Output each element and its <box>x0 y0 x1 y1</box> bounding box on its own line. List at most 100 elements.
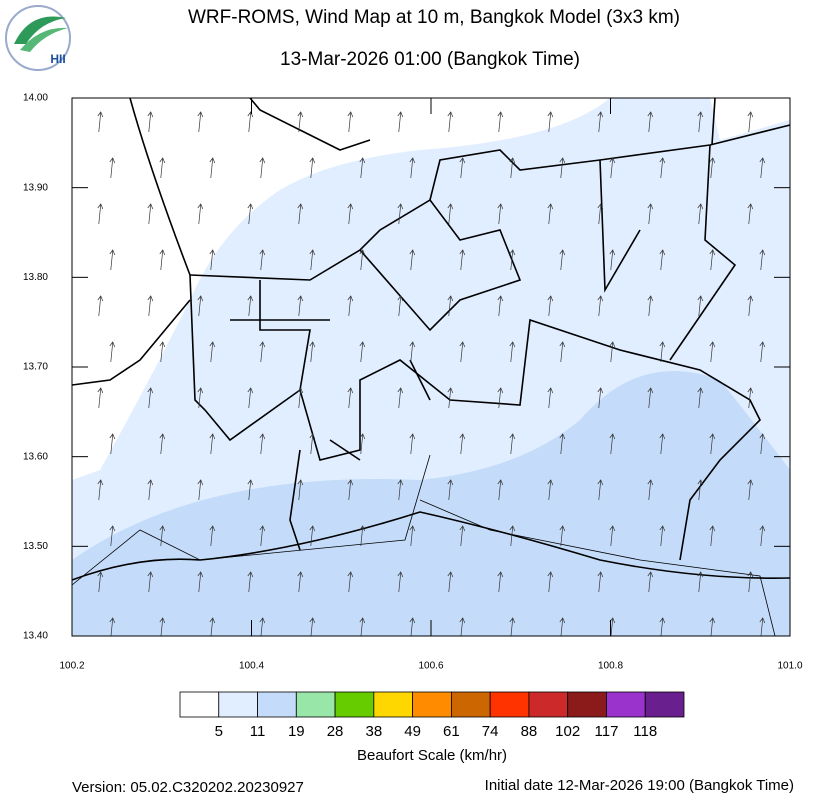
logo-text: HII <box>50 52 65 66</box>
wind-arrow <box>359 433 366 455</box>
y-tick-label: 13.80 <box>23 272 48 283</box>
wind-arrow <box>647 479 654 501</box>
wind-arrow <box>459 525 466 547</box>
y-tick-label: 14.00 <box>23 93 48 104</box>
wind-arrow <box>197 479 204 501</box>
wind-arrow <box>697 111 704 133</box>
calm-zone <box>72 98 610 480</box>
wind-arrow <box>359 341 366 363</box>
wind-arrow <box>559 341 566 363</box>
colorbar-box <box>644 691 685 718</box>
wind-arrow <box>597 111 604 133</box>
wind-arrow <box>359 249 366 271</box>
colorbar-box <box>179 691 220 718</box>
wind-arrow <box>447 479 454 501</box>
wind-arrow <box>609 341 616 363</box>
wind-arrow <box>459 249 466 271</box>
wind-arrow <box>147 571 154 593</box>
subtitle: 13-Mar-2026 01:00 (Bangkok Time) <box>280 49 580 70</box>
wind-arrow <box>509 433 516 455</box>
wind-arrow <box>759 617 766 636</box>
wind-arrow <box>147 203 154 225</box>
coastline <box>72 454 776 636</box>
boundaries <box>72 98 790 581</box>
wind-arrow <box>409 341 416 363</box>
wind-arrow <box>209 249 216 271</box>
wind-arrow <box>247 203 254 225</box>
wind-arrow <box>597 571 604 593</box>
colorbar-label: 74 <box>482 723 499 740</box>
wind-arrow <box>97 111 104 133</box>
wind-arrow <box>509 525 516 547</box>
wind-arrow <box>659 249 666 271</box>
wind-arrow <box>459 341 466 363</box>
wind-arrow <box>97 387 104 409</box>
wind-arrow <box>497 571 504 593</box>
y-tick-label: 13.50 <box>23 541 48 552</box>
wind-arrow <box>297 571 304 593</box>
wind-arrow <box>209 525 216 547</box>
wind-arrow <box>347 479 354 501</box>
wind-arrow <box>347 571 354 593</box>
wind-arrow <box>559 617 566 636</box>
wind-arrow <box>647 295 654 317</box>
x-tick-label: 101.0 <box>777 661 802 672</box>
wind-arrow <box>609 433 616 455</box>
wind-arrow <box>209 433 216 455</box>
wind-arrow <box>197 295 204 317</box>
wind-arrow <box>409 617 416 636</box>
x-tick-label: 100.4 <box>239 661 264 672</box>
wind-arrow <box>409 433 416 455</box>
colorbar-box <box>567 691 607 718</box>
wind-arrow <box>659 341 666 363</box>
colorbar-box <box>257 691 297 718</box>
wind-arrow <box>647 571 654 593</box>
wind-arrow <box>259 617 266 636</box>
colorbar-box <box>412 691 452 718</box>
wind-arrow <box>747 479 754 501</box>
wind-arrow <box>159 433 166 455</box>
wind-arrow <box>659 157 666 179</box>
wind-arrow <box>109 341 116 363</box>
colorbar-box <box>489 691 530 718</box>
wind-arrow <box>347 295 354 317</box>
wind-arrow <box>159 157 166 179</box>
wind-arrow <box>647 203 654 225</box>
wind-arrow <box>547 203 554 225</box>
wind-arrow <box>747 111 754 133</box>
wind-arrow <box>259 157 266 179</box>
colorbar-box <box>334 691 375 718</box>
wind-arrow <box>547 111 554 133</box>
wind-arrow <box>647 387 654 409</box>
wind-arrow <box>347 387 354 409</box>
colorbar-title: Beaufort Scale (km/hr) <box>357 747 507 764</box>
wind-arrow <box>309 249 316 271</box>
wind-arrow <box>409 249 416 271</box>
wind-arrow <box>547 571 554 593</box>
wind-arrow <box>597 479 604 501</box>
axis-ticks: 100.2 100.4 100.6 100.8 101.0 13.40 13.50 13.60… <box>23 93 803 672</box>
colorbar-label: 117 <box>595 723 619 740</box>
wind-arrow <box>459 157 466 179</box>
y-tick-label: 13.40 <box>23 631 48 642</box>
wind-arrow <box>159 341 166 363</box>
wind-arrow <box>597 203 604 225</box>
wind-arrow <box>459 433 466 455</box>
colorbar-label: 38 <box>366 723 383 740</box>
wind-arrow <box>247 571 254 593</box>
wind-arrow <box>509 341 516 363</box>
colorbar-box <box>373 691 414 718</box>
wind-arrow <box>147 295 154 317</box>
wind-arrow <box>497 387 504 409</box>
wind-arrow <box>97 295 104 317</box>
wind-arrow <box>159 525 166 547</box>
x-tick-label: 100.6 <box>418 661 443 672</box>
wind-arrow <box>497 111 504 133</box>
wind-arrow <box>397 387 404 409</box>
wind-arrow <box>247 111 254 133</box>
wind-arrow <box>647 111 654 133</box>
wind-arrow <box>197 571 204 593</box>
wind-arrow <box>109 617 116 636</box>
colorbar-box <box>218 691 258 718</box>
wind-arrow <box>597 387 604 409</box>
